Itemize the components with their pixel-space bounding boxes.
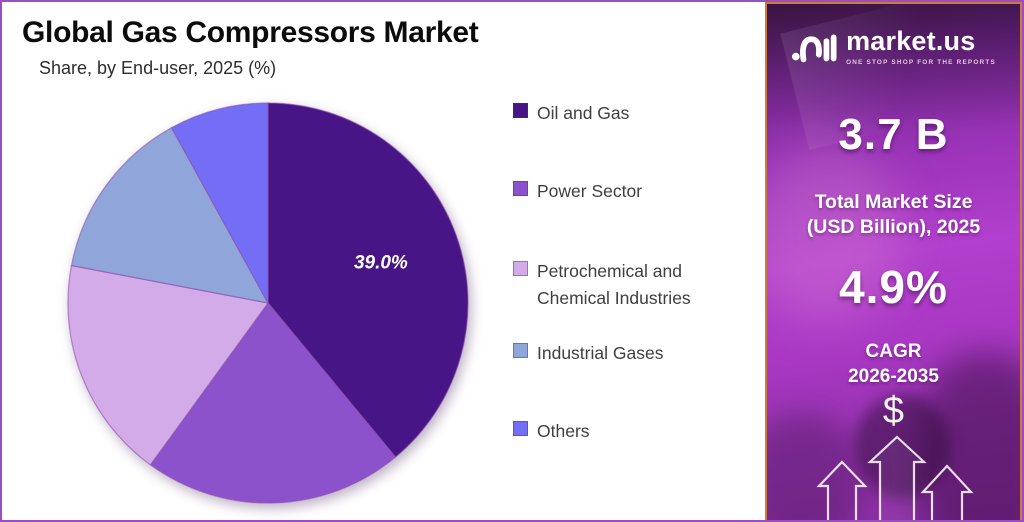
- legend-item-power-sector: Power Sector: [513, 178, 642, 205]
- legend-item-oil-and-gas: Oil and Gas: [513, 100, 629, 127]
- market-size-label: Total Market Size (USD Billion), 2025: [767, 190, 1020, 241]
- brand-logo: market.us ONE STOP SHOP FOR THE REPORTS: [767, 26, 1020, 66]
- market-size-label-line1: Total Market Size: [814, 191, 973, 213]
- market-size-value: 3.7 B: [838, 110, 949, 159]
- legend: Oil and Gas Power Sector Petrochemical a…: [513, 2, 761, 520]
- legend-label: Others: [537, 421, 590, 441]
- legend-label: Oil and Gas: [537, 103, 630, 123]
- dollar-icon: $: [882, 390, 905, 432]
- legend-label: Petrochemical and Chemical Industries: [537, 261, 691, 309]
- legend-label: Industrial Gases: [537, 343, 664, 363]
- pie-slice-oil-and-gas: [267, 102, 469, 458]
- pie-slice-power-sector: [149, 302, 397, 504]
- cagr-value: 4.9%: [839, 261, 948, 313]
- legend-swatch-power-sector: [513, 181, 528, 196]
- legend-item-petrochemical-chemical: Petrochemical and Chemical Industries: [513, 258, 742, 312]
- brand-panel: market.us ONE STOP SHOP FOR THE REPORTS …: [765, 2, 1022, 520]
- legend-swatch-industrial-gases: [513, 343, 528, 358]
- page-title: Global Gas Compressors Market: [22, 16, 479, 49]
- chart-subtitle: Share, by End-user, 2025 (%): [39, 58, 277, 78]
- legend-item-others: Others: [513, 418, 590, 445]
- brand-tagline: ONE STOP SHOP FOR THE REPORTS: [846, 59, 996, 66]
- legend-label: Power Sector: [537, 181, 643, 201]
- growth-arrows-icon: [816, 435, 974, 520]
- market-size-label-line2: (USD Billion), 2025: [806, 216, 981, 239]
- cagr-label: CAGR 2026-2035: [767, 340, 1020, 389]
- pie-chart: 39.0%: [67, 102, 469, 504]
- pie-slice-industrial-gases: [70, 126, 270, 304]
- pie-slice-others: [170, 102, 269, 304]
- cagr-label-line2: 2026-2035: [848, 365, 939, 387]
- pie-data-label: 39.0%: [354, 252, 408, 273]
- brand-name: market.us: [846, 26, 976, 56]
- pie-slice-petrochemical-and-chemical-industries: [67, 264, 270, 466]
- market-us-logo-icon: [792, 34, 837, 63]
- legend-swatch-petrochemical-chemical: [513, 261, 528, 276]
- legend-swatch-others: [513, 421, 528, 436]
- legend-item-industrial-gases: Industrial Gases: [513, 340, 663, 367]
- cagr-label-line1: CAGR: [865, 341, 922, 362]
- legend-swatch-oil-and-gas: [513, 103, 528, 118]
